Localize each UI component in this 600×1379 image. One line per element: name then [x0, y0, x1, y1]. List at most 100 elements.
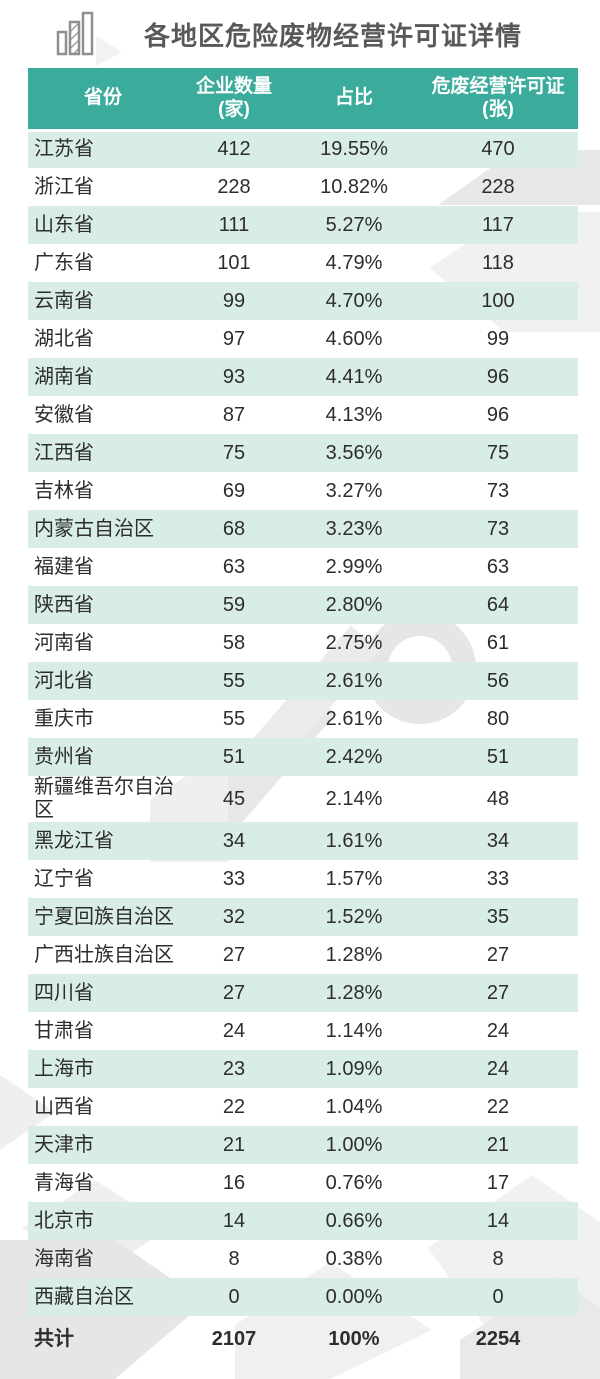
licenses-cell: 51 [486, 745, 510, 768]
province-cell: 青海省 [34, 1171, 94, 1194]
province-cell: 湖北省 [34, 327, 94, 350]
licenses-cell: 24 [486, 1057, 510, 1080]
total-licenses: 2254 [475, 1327, 521, 1350]
share-cell: 1.09% [325, 1057, 383, 1080]
province-cell: 陕西省 [34, 593, 94, 616]
title-bar: 各地区危险废物经营许可证详情 [0, 0, 600, 68]
companies-cell: 63 [222, 555, 246, 578]
province-cell: 福建省 [34, 555, 94, 578]
province-cell: 浙江省 [34, 175, 94, 198]
total-companies: 2107 [211, 1327, 257, 1350]
licenses-cell: 118 [482, 251, 514, 274]
total-label: 共计 [34, 1327, 74, 1350]
companies-cell: 93 [222, 365, 246, 388]
table-row: 山东省 111 5.27% 117 [28, 206, 578, 244]
companies-cell: 69 [222, 479, 246, 502]
province-cell: 甘肃省 [34, 1019, 94, 1042]
share-cell: 10.82% [320, 175, 388, 198]
province-cell: 新疆维吾尔自治区 [34, 776, 174, 821]
province-cell: 上海市 [34, 1057, 94, 1080]
table-row: 江苏省 412 19.55% 470 [28, 130, 578, 168]
companies-cell: 23 [222, 1057, 246, 1080]
province-cell: 江苏省 [34, 138, 94, 161]
province-cell: 河南省 [34, 631, 94, 654]
header-province-label: 省份 [83, 87, 122, 109]
share-cell: 3.23% [325, 517, 383, 540]
header-companies-sub: (家) [218, 99, 250, 121]
header-share-label: 占比 [334, 87, 373, 109]
table-row: 天津市 21 1.00% 21 [28, 1126, 578, 1164]
province-cell: 江西省 [34, 441, 94, 464]
share-cell: 2.42% [325, 745, 383, 768]
licenses-cell: 33 [486, 867, 510, 890]
table-row: 西藏自治区 0 0.00% 0 [28, 1278, 578, 1316]
companies-cell: 51 [222, 745, 246, 768]
licenses-cell: 0 [492, 1285, 504, 1308]
table-row: 江西省 75 3.56% 75 [28, 434, 578, 472]
companies-cell: 24 [222, 1019, 246, 1042]
province-cell: 河北省 [34, 669, 94, 692]
share-cell: 1.14% [325, 1019, 383, 1042]
share-cell: 4.60% [325, 327, 383, 350]
licenses-cell: 22 [486, 1095, 510, 1118]
table-row: 湖南省 93 4.41% 96 [28, 358, 578, 396]
companies-cell: 33 [222, 867, 246, 890]
table-row: 福建省 63 2.99% 63 [28, 548, 578, 586]
share-cell: 3.27% [325, 479, 383, 502]
table-row: 四川省 27 1.28% 27 [28, 974, 578, 1012]
table-row: 重庆市 55 2.61% 80 [28, 700, 578, 738]
table-body: 江苏省 412 19.55% 470 浙江省 228 10.82% 228 山东省 111 5.27… [28, 130, 578, 1316]
province-cell: 内蒙古自治区 [34, 517, 154, 540]
province-cell: 北京市 [34, 1209, 94, 1232]
licenses-cell: 24 [486, 1019, 510, 1042]
table-footer: 共计 2107 100% 2254 [28, 1316, 578, 1362]
table-row: 安徽省 87 4.13% 96 [28, 396, 578, 434]
companies-cell: 412 [217, 138, 251, 161]
share-cell: 2.61% [325, 669, 383, 692]
share-cell: 1.57% [325, 867, 383, 890]
province-cell: 宁夏回族自治区 [34, 905, 174, 928]
licenses-cell: 17 [486, 1171, 510, 1194]
share-cell: 2.99% [325, 555, 383, 578]
header-licenses: 危废经营许可证 (张) [418, 68, 578, 132]
province-cell: 广西壮族自治区 [34, 943, 174, 966]
table-row: 北京市 14 0.66% 14 [28, 1202, 578, 1240]
share-cell: 0.76% [325, 1171, 383, 1194]
licenses-cell: 96 [486, 403, 510, 426]
companies-cell: 87 [222, 403, 246, 426]
licenses-cell: 73 [486, 479, 510, 502]
table-row: 贵州省 51 2.42% 51 [28, 738, 578, 776]
province-cell: 辽宁省 [34, 867, 94, 890]
licenses-cell: 117 [482, 213, 514, 236]
total-row: 共计 2107 100% 2254 [28, 1316, 578, 1362]
companies-cell: 16 [222, 1171, 246, 1194]
share-cell: 1.61% [325, 829, 383, 852]
province-cell: 广东省 [34, 251, 94, 274]
licenses-cell: 99 [486, 327, 510, 350]
table-row: 海南省 8 0.38% 8 [28, 1240, 578, 1278]
companies-cell: 111 [218, 213, 250, 236]
province-cell: 黑龙江省 [34, 829, 114, 852]
share-cell: 1.04% [325, 1095, 383, 1118]
companies-cell: 0 [228, 1285, 240, 1308]
share-cell: 0.38% [325, 1247, 383, 1270]
header-companies: 企业数量 (家) [178, 68, 290, 132]
companies-cell: 59 [222, 593, 246, 616]
licenses-cell: 80 [486, 707, 510, 730]
share-cell: 3.56% [325, 441, 383, 464]
share-cell: 19.55% [320, 138, 388, 161]
table-row: 广东省 101 4.79% 118 [28, 244, 578, 282]
province-cell: 湖南省 [34, 365, 94, 388]
province-cell: 四川省 [34, 981, 94, 1004]
province-cell: 贵州省 [34, 745, 94, 768]
licenses-cell: 63 [486, 555, 510, 578]
header-licenses-label: 危废经营许可证 [431, 75, 565, 97]
table-row: 黑龙江省 34 1.61% 34 [28, 822, 578, 860]
province-cell: 海南省 [34, 1247, 94, 1270]
total-share: 100% [328, 1327, 380, 1350]
companies-cell: 228 [217, 175, 251, 198]
companies-cell: 99 [222, 289, 246, 312]
province-cell: 云南省 [34, 289, 94, 312]
province-cell: 山东省 [34, 213, 94, 236]
